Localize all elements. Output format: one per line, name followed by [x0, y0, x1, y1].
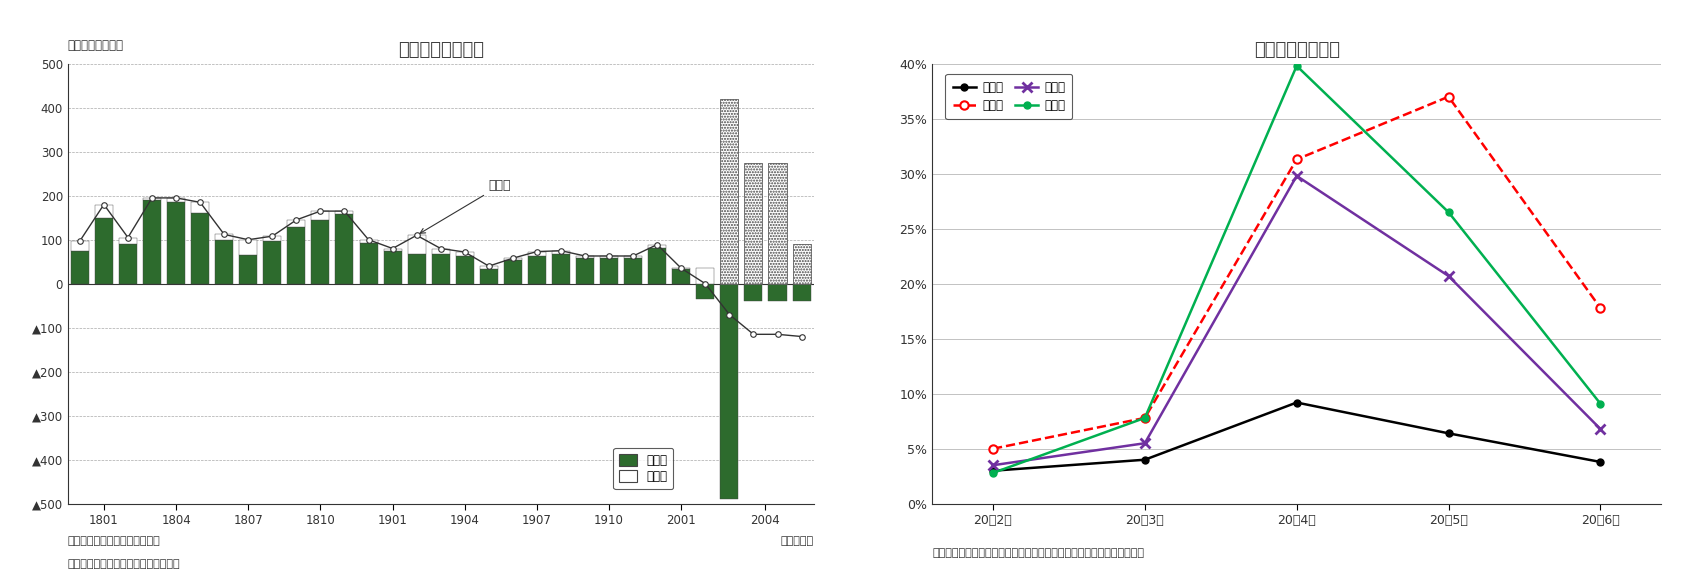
Title: 主な産業別休業率: 主な産業別休業率	[1254, 41, 1339, 60]
Bar	[480, 269, 498, 284]
Bar	[407, 254, 425, 284]
飲食店	[1134, 440, 1154, 447]
Legend: 従業者, 休業者: 従業者, 休業者	[614, 448, 673, 489]
Bar	[288, 220, 305, 226]
娯楽業	[1590, 400, 1610, 407]
Bar	[312, 211, 329, 220]
Bar	[720, 99, 739, 284]
Bar	[673, 268, 690, 269]
全産業	[983, 467, 1003, 474]
Bar	[239, 240, 258, 255]
Bar	[239, 255, 258, 284]
Bar	[527, 256, 546, 284]
Text: （年・月）: （年・月）	[780, 536, 814, 546]
Bar	[793, 244, 810, 284]
Bar	[95, 204, 114, 218]
Line: 飲食店: 飲食店	[988, 171, 1605, 470]
Bar	[263, 236, 281, 241]
Bar	[359, 240, 378, 243]
Bar	[600, 258, 619, 284]
Bar	[432, 248, 449, 254]
全産業	[1439, 430, 1459, 437]
Bar	[768, 284, 786, 301]
全産業	[1590, 459, 1610, 466]
飲食店	[1439, 273, 1459, 280]
飲食店	[1287, 173, 1307, 179]
Bar	[215, 234, 234, 240]
Legend: 全産業, 宿泊業, 飲食店, 娯楽業: 全産業, 宿泊業, 飲食店, 娯楽業	[946, 74, 1073, 119]
宿泊業	[1590, 305, 1610, 312]
Bar	[744, 284, 763, 301]
Text: （資料）総務省統計局「労働力調査」: （資料）総務省統計局「労働力調査」	[68, 559, 180, 569]
Bar	[336, 214, 354, 284]
Bar	[793, 284, 810, 301]
全産業	[1134, 456, 1154, 463]
Bar	[673, 269, 690, 284]
Bar	[553, 251, 570, 254]
飲食店	[983, 462, 1003, 469]
Bar	[744, 163, 763, 284]
娯楽業	[983, 470, 1003, 477]
Bar	[576, 256, 593, 258]
Bar	[647, 244, 666, 248]
Bar	[576, 258, 593, 284]
Bar	[503, 258, 522, 261]
宿泊業	[1439, 93, 1459, 100]
宿泊業	[1287, 156, 1307, 163]
娯楽業	[1134, 415, 1154, 422]
Bar	[142, 198, 161, 200]
Text: 就業者: 就業者	[420, 179, 512, 233]
Line: 娯楽業: 娯楽業	[990, 63, 1603, 477]
Line: 全産業: 全産業	[990, 399, 1603, 474]
Text: （前年差、万人）: （前年差、万人）	[68, 39, 124, 52]
Bar	[480, 266, 498, 269]
Bar	[697, 268, 714, 284]
全産業	[1287, 399, 1307, 406]
Bar	[312, 220, 329, 284]
Bar	[336, 211, 354, 214]
Bar	[553, 254, 570, 284]
Bar	[71, 241, 88, 251]
Bar	[624, 258, 642, 284]
Bar	[119, 237, 137, 244]
Bar	[647, 248, 666, 284]
Bar	[192, 213, 208, 284]
Bar	[263, 241, 281, 284]
Text: （資料）総務省統計局「労働力調査」　（注）休業率＝休業者／就業者: （資料）総務省統計局「労働力調査」 （注）休業率＝休業者／就業者	[932, 548, 1144, 558]
Text: （注）就業者＝従業者＋休業者: （注）就業者＝従業者＋休業者	[68, 536, 161, 546]
Bar	[407, 235, 425, 254]
宿泊業	[983, 445, 1003, 452]
Bar	[359, 243, 378, 284]
Bar	[432, 254, 449, 284]
Bar	[527, 252, 546, 256]
Bar	[624, 256, 642, 258]
Bar	[71, 251, 88, 284]
Bar	[95, 218, 114, 284]
Bar	[168, 198, 185, 202]
Bar	[600, 256, 619, 258]
娯楽業	[1287, 63, 1307, 69]
宿泊業	[1134, 415, 1154, 422]
Bar	[192, 202, 208, 213]
Line: 宿泊業: 宿泊業	[988, 93, 1605, 453]
Bar	[215, 240, 234, 284]
Bar	[768, 163, 786, 284]
Bar	[456, 256, 475, 284]
Bar	[288, 226, 305, 284]
Bar	[720, 284, 739, 499]
Bar	[119, 244, 137, 284]
Bar	[383, 248, 402, 251]
Bar	[503, 261, 522, 284]
Bar	[383, 251, 402, 284]
Bar	[456, 252, 475, 256]
Bar	[142, 200, 161, 284]
娯楽業	[1439, 208, 1459, 215]
Title: 就業者増減の内訳: 就業者増減の内訳	[398, 41, 483, 60]
Bar	[697, 284, 714, 299]
Bar	[168, 202, 185, 284]
飲食店	[1590, 426, 1610, 433]
